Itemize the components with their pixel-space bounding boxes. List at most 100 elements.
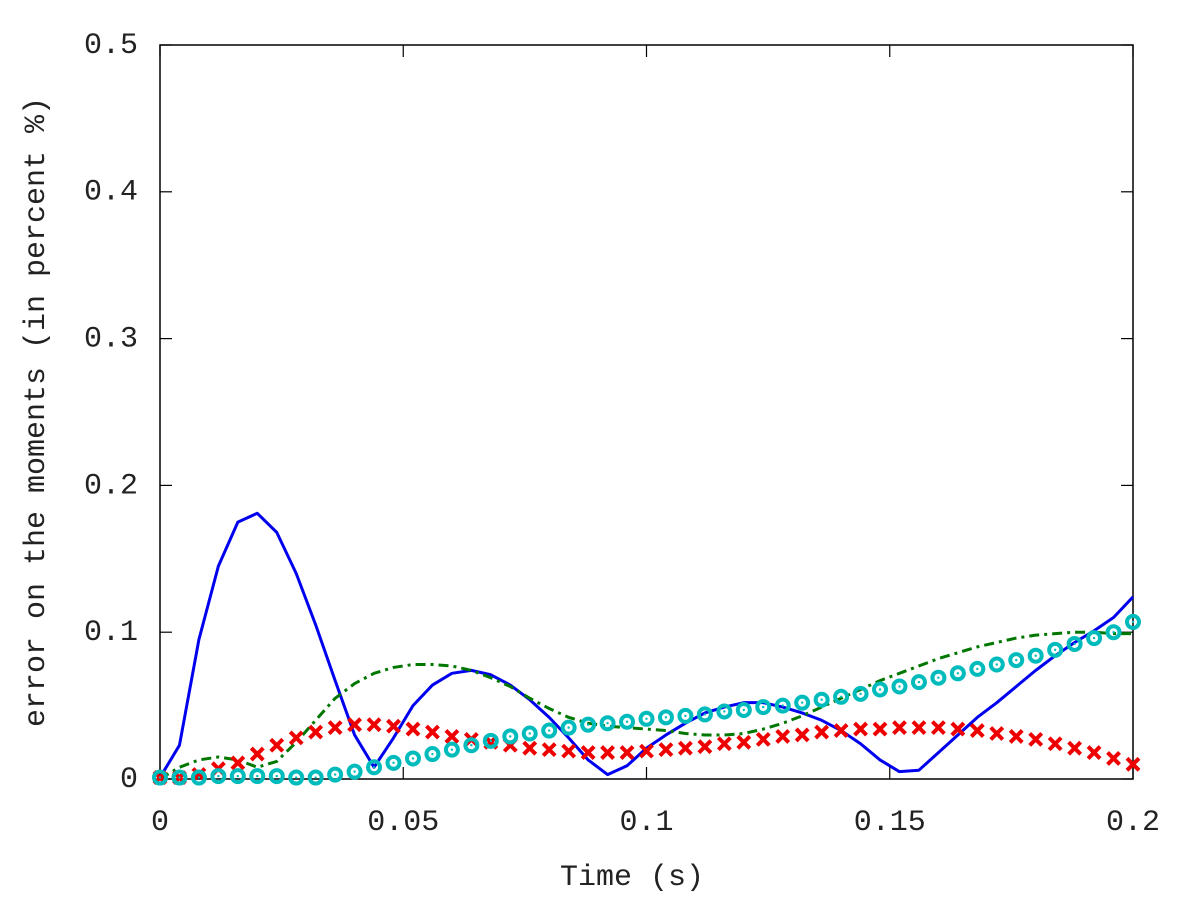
cross-marker (892, 720, 907, 736)
circle-marker (580, 716, 597, 733)
cross-stroke (269, 737, 285, 753)
circle-dot (1092, 636, 1096, 640)
cross-marker (425, 724, 440, 740)
cross-marker (444, 729, 460, 744)
y-axis-label: error on the moments (in percent %) (20, 97, 54, 727)
cross-stroke (736, 734, 752, 750)
circle-ring (210, 768, 227, 785)
circle-dot (236, 774, 240, 778)
cross-marker (1106, 751, 1121, 766)
circle-dot (1053, 648, 1057, 652)
circle-dot (333, 773, 337, 776)
cross-stroke (639, 743, 654, 759)
cross-stroke (522, 740, 538, 756)
circle-ring (988, 656, 1005, 673)
circle-dot (1112, 631, 1115, 634)
cross-stroke (1047, 736, 1063, 752)
circle-marker (910, 674, 927, 691)
circle-dot (820, 698, 823, 701)
cross-marker (580, 745, 596, 760)
circle-marker (1086, 630, 1103, 647)
cross-stroke (366, 717, 382, 733)
cross-stroke (794, 727, 810, 743)
circle-marker (463, 737, 480, 754)
circle-marker (288, 769, 305, 786)
circle-dot (275, 774, 278, 778)
cross-marker (288, 730, 304, 746)
circle-ring (813, 691, 830, 708)
circle-ring (638, 710, 655, 727)
circle-marker (482, 732, 499, 749)
circle-marker (716, 703, 733, 720)
circle-ring (1047, 641, 1064, 658)
circle-ring (891, 678, 908, 695)
circle-dot (256, 774, 259, 778)
circle-ring (443, 741, 460, 758)
circle-marker (1047, 641, 1064, 658)
circle-dot (353, 770, 356, 773)
cross-marker (755, 731, 771, 747)
cross-stroke (327, 720, 343, 736)
cross-stroke (288, 730, 304, 746)
circle-marker (774, 697, 791, 714)
circle-dot (976, 667, 979, 671)
circle-dot (800, 701, 804, 704)
y-tick-label: 0.5 (84, 29, 138, 63)
cross-stroke (541, 742, 557, 758)
y-tick-label: 0.1 (84, 616, 138, 650)
circle-ring (404, 750, 421, 767)
cross-stroke (1086, 745, 1102, 760)
circle-dot (878, 688, 882, 691)
circle-marker (443, 741, 460, 758)
cross-stroke (600, 745, 615, 760)
circle-ring (463, 737, 480, 754)
cross-marker (522, 740, 538, 756)
circle-dot (898, 685, 901, 688)
circle-marker (502, 728, 519, 745)
circle-marker (872, 681, 889, 698)
circle-ring (541, 722, 558, 739)
circle-ring (1066, 635, 1083, 652)
circle-ring (1125, 613, 1141, 630)
circle-ring (1105, 624, 1122, 641)
circle-dot (470, 744, 473, 747)
circle-ring (268, 768, 285, 785)
circle-dot (684, 714, 687, 718)
cross-stroke (619, 745, 635, 760)
circle-dot (703, 713, 707, 716)
cross-stroke (1125, 756, 1141, 772)
cross-marker (716, 736, 732, 752)
circle-ring (1027, 647, 1044, 664)
circle-marker (385, 754, 402, 771)
circle-marker (755, 699, 772, 716)
circle-marker (619, 713, 636, 730)
cross-marker (1008, 729, 1024, 744)
circle-ring (910, 674, 927, 691)
circle-dot (431, 752, 434, 756)
circle-dot (509, 735, 512, 738)
cross-stroke (230, 755, 246, 771)
circle-ring (385, 754, 402, 771)
cross-stroke (580, 745, 596, 760)
circle-marker (307, 769, 324, 786)
cross-marker (794, 727, 810, 743)
circle-ring (755, 699, 772, 716)
circle-marker (930, 669, 947, 686)
circle-ring (1086, 630, 1103, 647)
circle-dot (567, 726, 570, 729)
cross-marker (930, 720, 946, 736)
cross-marker (327, 720, 343, 736)
y-tick-label: 0.3 (84, 323, 138, 357)
circle-ring (774, 697, 791, 714)
cross-stroke (1028, 731, 1044, 747)
circle-ring (482, 732, 499, 749)
cross-marker (775, 729, 791, 744)
cross-stroke (775, 729, 791, 744)
circle-marker (1105, 624, 1122, 641)
circle-dot (937, 676, 940, 679)
circle-dot (995, 663, 998, 666)
cross-stroke (678, 740, 693, 756)
circle-marker (560, 719, 577, 736)
x-tick-label: 0 (151, 806, 169, 840)
circle-marker (1027, 647, 1044, 664)
